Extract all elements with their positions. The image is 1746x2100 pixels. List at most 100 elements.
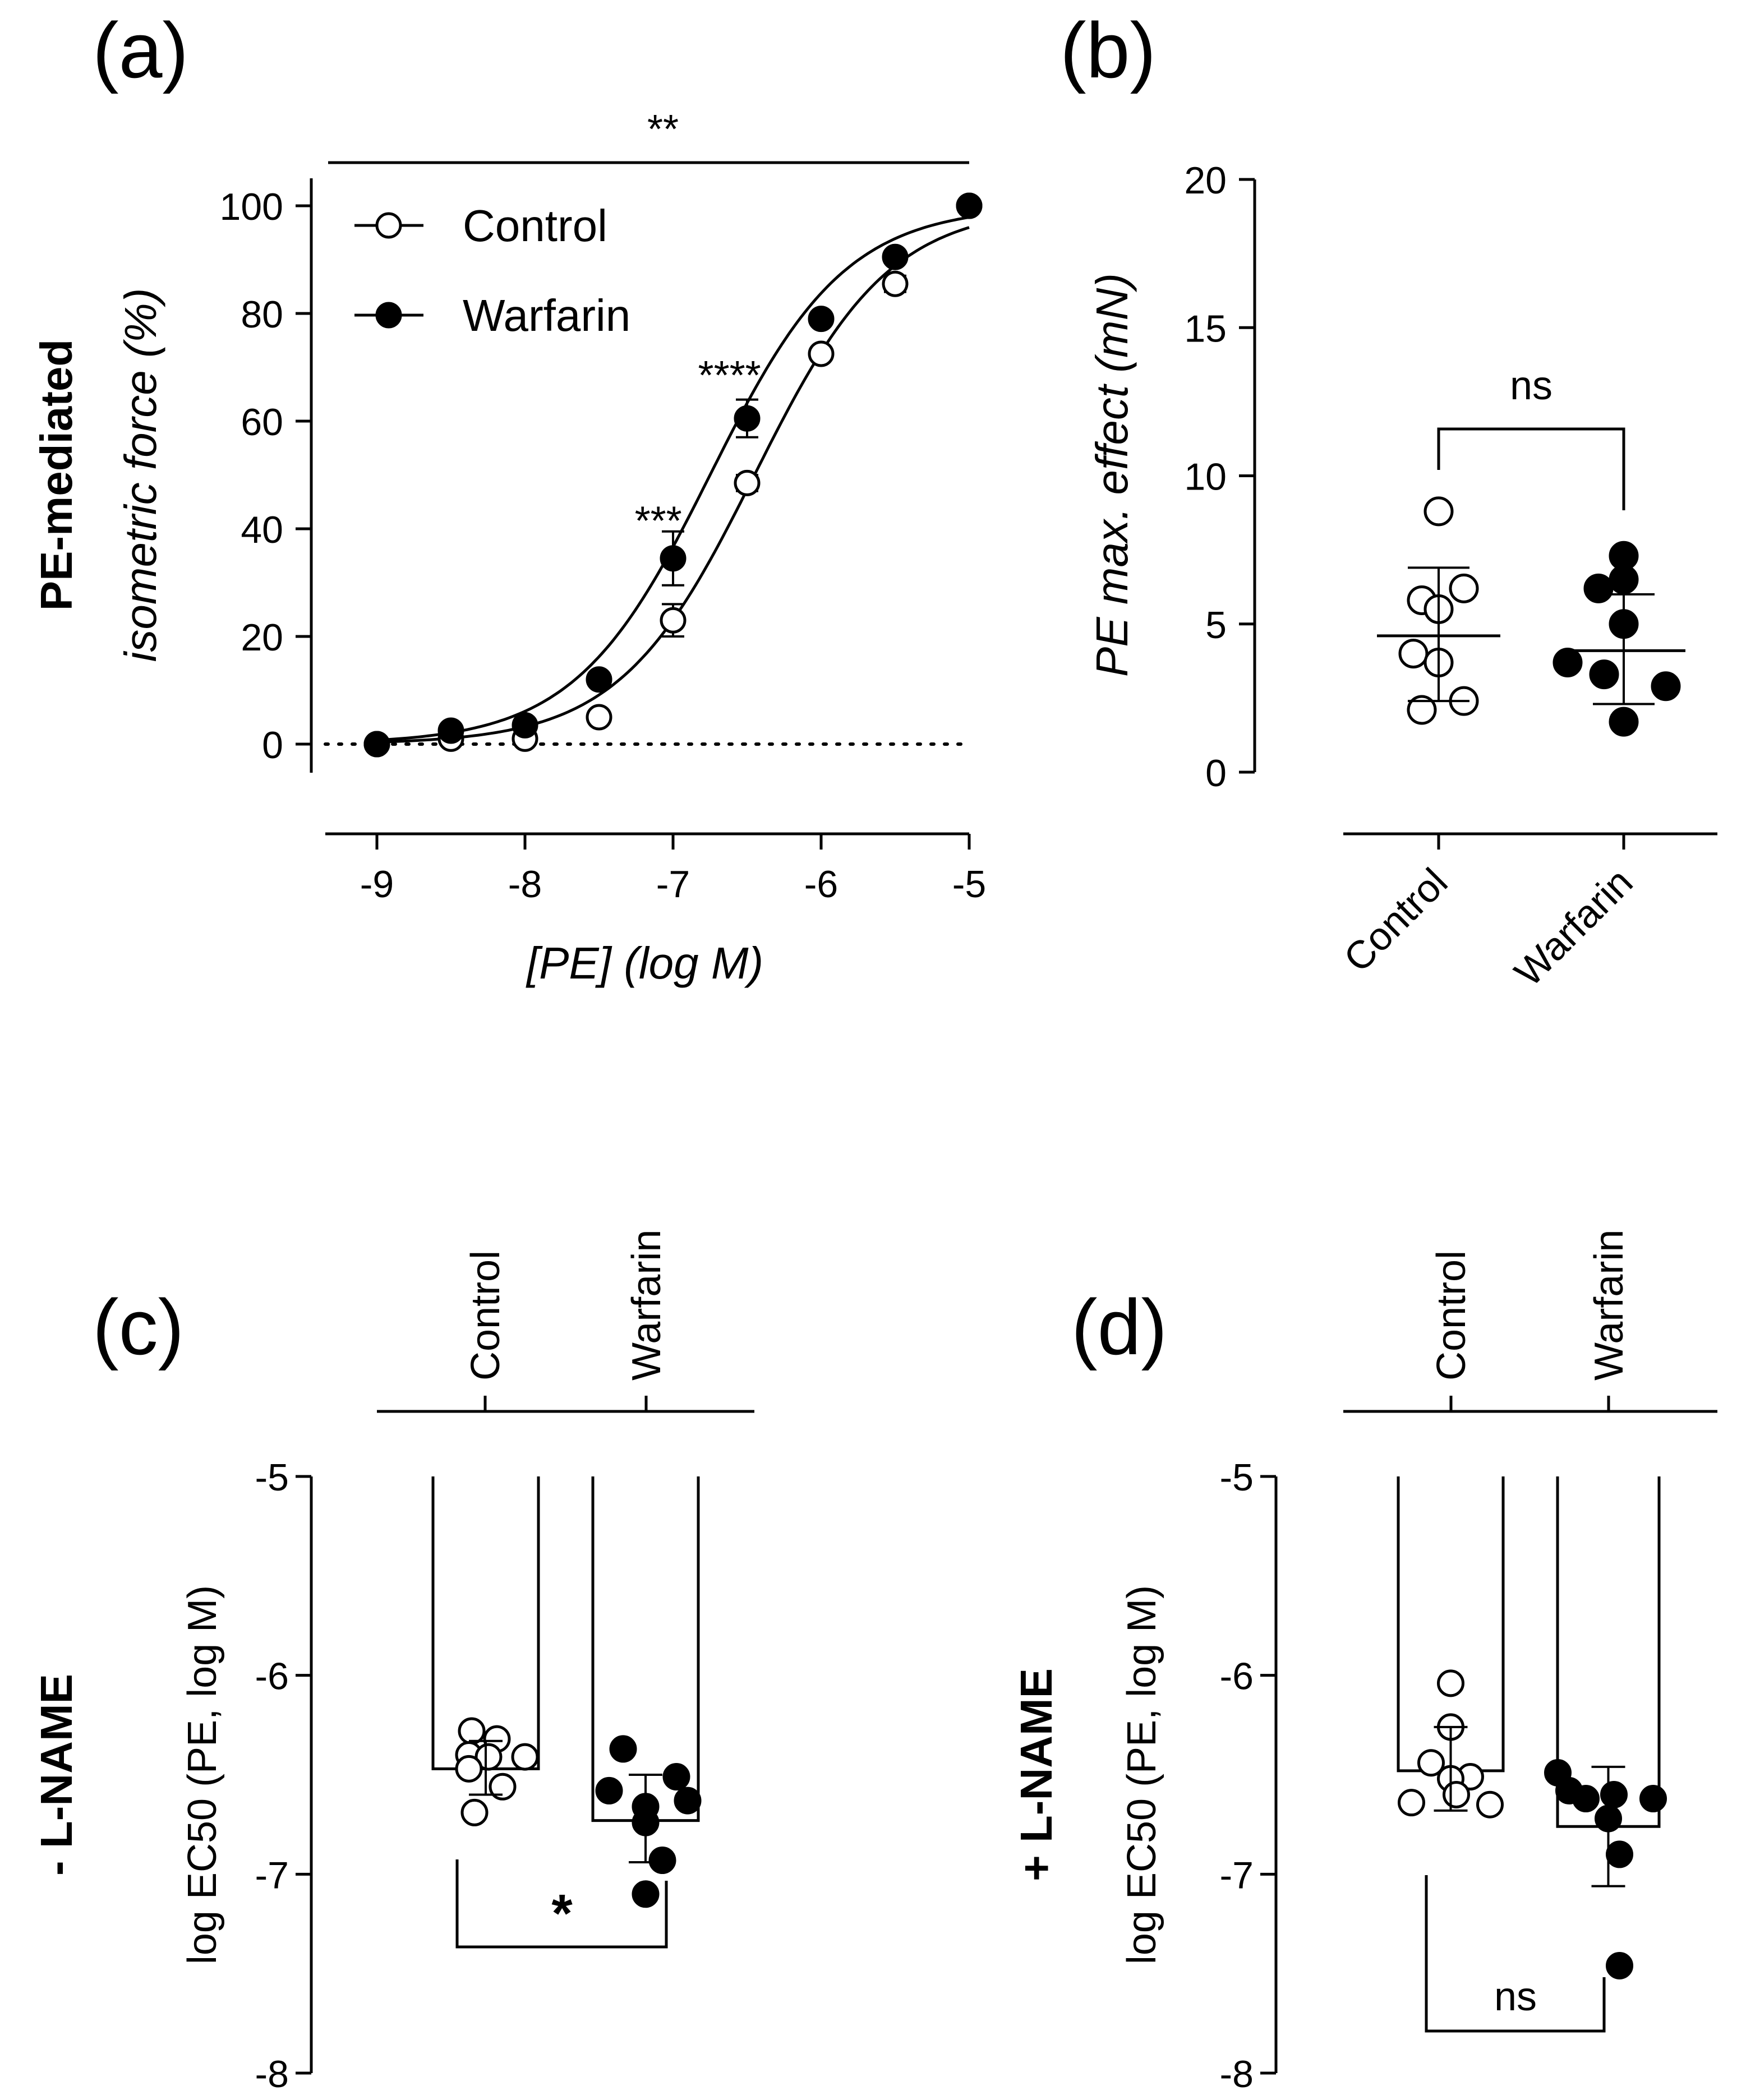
- a-data-point-warfarin: [586, 666, 612, 693]
- a-data-point-control: [734, 469, 761, 496]
- c-data-point-control: [455, 1755, 483, 1783]
- c-side-label: - L-NAME: [31, 1674, 81, 1876]
- c-data-point-warfarin: [662, 1763, 690, 1791]
- d-data-point-control: [1476, 1790, 1504, 1819]
- a-legend-marker-control: [375, 212, 402, 239]
- d-y-tick-label: -8: [1220, 2053, 1254, 2096]
- a-y-tick-label: 40: [241, 509, 283, 551]
- c-category-label: Warfarin: [624, 1230, 669, 1381]
- a-legend-label-control: Control: [463, 201, 607, 251]
- c-data-point-control: [511, 1743, 539, 1771]
- d-y-tick-label: -7: [1220, 1854, 1254, 1896]
- panel-label-a: (a): [93, 6, 188, 94]
- a-x-tick-label: -6: [804, 863, 838, 906]
- c-comparison-bracket: [455, 1859, 668, 1949]
- c-data-point-warfarin: [595, 1776, 623, 1804]
- a-data-point-warfarin: [808, 306, 835, 333]
- b-y-tick-label: 5: [1205, 604, 1227, 647]
- a-y-axis-title: isometric force (%): [116, 288, 165, 662]
- d-data-point-warfarin: [1606, 1951, 1633, 1979]
- a-x-tick-label: -5: [952, 863, 986, 906]
- c-data-point-warfarin: [674, 1787, 702, 1815]
- d-data-point-warfarin: [1600, 1780, 1628, 1808]
- b-y-axis-title: PE max. effect (mN): [1087, 273, 1137, 677]
- b-data-point-warfarin: [1651, 671, 1681, 701]
- c-y-tick-label: -5: [255, 1456, 289, 1499]
- b-data-point-control: [1407, 695, 1437, 725]
- b-y-tick-label: 20: [1184, 159, 1227, 202]
- a-fit-curve-warfarin: [369, 215, 970, 742]
- d-data-point-warfarin: [1606, 1840, 1633, 1868]
- d-data-point-warfarin: [1572, 1785, 1600, 1813]
- a-data-point-warfarin: [882, 243, 909, 270]
- panel-label-d: (d): [1071, 1283, 1167, 1371]
- c-data-point-control: [474, 1743, 503, 1771]
- a-significance-marker: **: [647, 107, 679, 152]
- a-y-axis-title-bold: PE-mediated: [31, 339, 81, 611]
- a-y-tick-label: 100: [220, 186, 283, 228]
- a-data-point-warfarin: [437, 717, 464, 744]
- a-x-tick-label: -9: [360, 863, 394, 906]
- b-y-tick-label: 15: [1184, 307, 1227, 350]
- c-data-point-control: [460, 1798, 489, 1826]
- a-data-point-warfarin: [956, 192, 983, 219]
- panel-label-b: (b): [1060, 6, 1156, 94]
- a-x-axis-title: [PE] (log M): [526, 938, 763, 988]
- d-category-label: Control: [1429, 1250, 1474, 1381]
- c-data-point-warfarin: [648, 1847, 676, 1875]
- a-data-point-control: [882, 270, 909, 297]
- d-y-tick-label: -6: [1220, 1655, 1254, 1698]
- d-category-label: Warfarin: [1587, 1230, 1632, 1381]
- d-y-axis-title: log EC50 (PE, log M): [1120, 1585, 1164, 1964]
- a-significance-marker: ***: [635, 499, 682, 543]
- a-data-point-warfarin: [363, 731, 390, 758]
- a-data-point-control: [586, 704, 612, 731]
- a-significance-marker: ****: [698, 353, 761, 398]
- b-x-tick-label: Warfarin: [1506, 860, 1641, 994]
- c-y-tick-label: -8: [255, 2053, 289, 2096]
- c-y-axis-title: log EC50 (PE, log M): [180, 1585, 225, 1964]
- b-data-point-warfarin: [1552, 647, 1583, 677]
- b-data-point-warfarin: [1609, 707, 1639, 737]
- d-data-point-warfarin: [1639, 1785, 1667, 1813]
- c-significance-marker: *: [551, 1884, 573, 1944]
- c-y-tick-label: -6: [255, 1655, 289, 1698]
- b-significance-marker: ns: [1510, 363, 1552, 408]
- b-data-point-control: [1423, 496, 1454, 527]
- b-data-point-control: [1398, 639, 1429, 669]
- a-data-point-control: [808, 340, 835, 367]
- a-x-tick-label: -8: [508, 863, 542, 906]
- d-significance-marker: ns: [1494, 1974, 1537, 2019]
- a-data-point-warfarin: [512, 712, 538, 739]
- a-legend-label-warfarin: Warfarin: [463, 290, 630, 340]
- a-legend-marker-warfarin: [375, 302, 402, 329]
- b-data-point-control: [1449, 573, 1479, 603]
- a-y-tick-label: 0: [262, 724, 283, 767]
- c-bar-control: [431, 1476, 540, 1770]
- b-data-point-warfarin: [1583, 573, 1614, 603]
- a-data-point-warfarin: [660, 545, 687, 572]
- b-comparison-bracket: [1437, 427, 1625, 510]
- a-y-tick-label: 80: [241, 293, 283, 336]
- b-x-tick-label: Control: [1335, 860, 1456, 980]
- a-fit-curve-control: [369, 226, 970, 744]
- c-category-label: Control: [463, 1250, 508, 1381]
- c-data-point-control: [458, 1717, 486, 1745]
- c-data-point-control: [489, 1773, 517, 1801]
- d-data-point-control: [1437, 1669, 1464, 1697]
- b-y-tick-label: 0: [1205, 752, 1227, 795]
- b-data-point-warfarin: [1589, 659, 1619, 690]
- d-y-tick-label: -5: [1220, 1456, 1254, 1499]
- d-data-point-control: [1443, 1780, 1470, 1808]
- d-side-label: + L-NAME: [1011, 1668, 1061, 1881]
- c-y-tick-label: -7: [255, 1854, 289, 1896]
- panel-label-c: (c): [93, 1283, 184, 1371]
- a-x-tick-label: -7: [656, 863, 690, 906]
- d-data-point-control: [1398, 1789, 1425, 1817]
- c-data-point-warfarin: [609, 1735, 637, 1763]
- b-data-point-warfarin: [1609, 564, 1639, 594]
- a-data-point-control: [660, 607, 687, 634]
- a-data-point-warfarin: [734, 405, 761, 432]
- a-y-tick-label: 20: [241, 616, 283, 659]
